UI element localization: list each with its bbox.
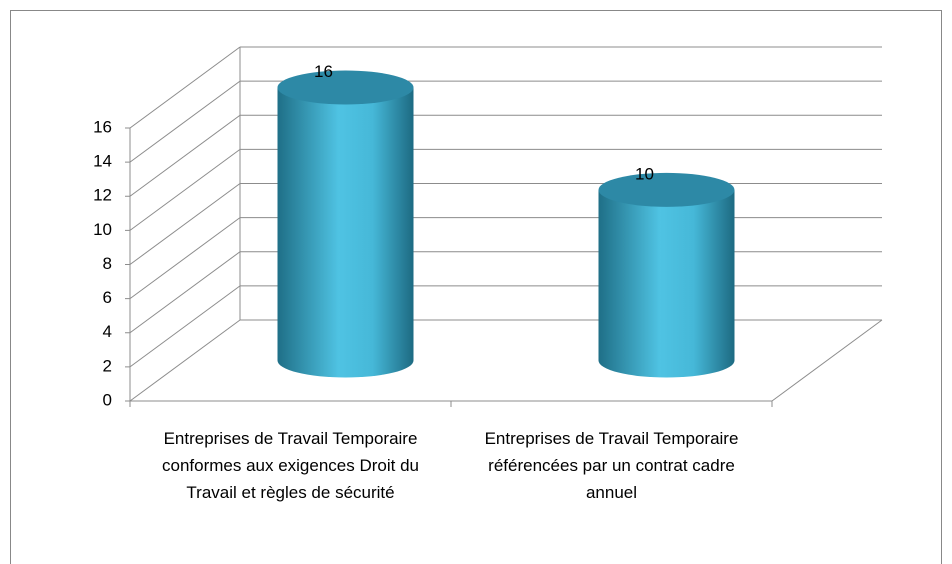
y-tick-label: 14 xyxy=(93,152,112,171)
floor-edge xyxy=(771,319,883,402)
y-tick-label: 16 xyxy=(93,117,112,136)
y-tick-label: 6 xyxy=(103,288,112,307)
y-tick-label: 0 xyxy=(103,390,112,409)
chart-border xyxy=(10,10,942,564)
grid-line xyxy=(129,80,241,163)
grid-line xyxy=(129,319,241,402)
x-tick-label: Entreprises de Travail Temporaire référe… xyxy=(484,429,739,502)
value-label: 16 xyxy=(314,62,333,81)
grid-line xyxy=(129,285,241,368)
cylinder-body xyxy=(277,87,414,378)
grid-line xyxy=(129,183,241,265)
grid-line xyxy=(129,251,241,334)
bar xyxy=(277,70,414,378)
y-tick-label: 8 xyxy=(103,254,112,273)
value-label: 10 xyxy=(635,164,654,183)
y-tick-label: 10 xyxy=(93,220,112,239)
y-tick-label: 2 xyxy=(103,356,112,375)
x-tick-label: Entreprises de Travail Temporaire confor… xyxy=(161,429,420,502)
y-tick-label: 4 xyxy=(103,322,112,341)
grid-line xyxy=(129,46,241,129)
grid-line xyxy=(129,217,241,300)
grid-line xyxy=(129,148,241,231)
cylinder-top xyxy=(277,70,414,105)
grid-line xyxy=(129,114,241,197)
bar xyxy=(598,172,735,378)
y-tick-label: 12 xyxy=(93,186,112,205)
cylinder-top xyxy=(598,172,735,207)
cylinder-body xyxy=(598,189,735,378)
